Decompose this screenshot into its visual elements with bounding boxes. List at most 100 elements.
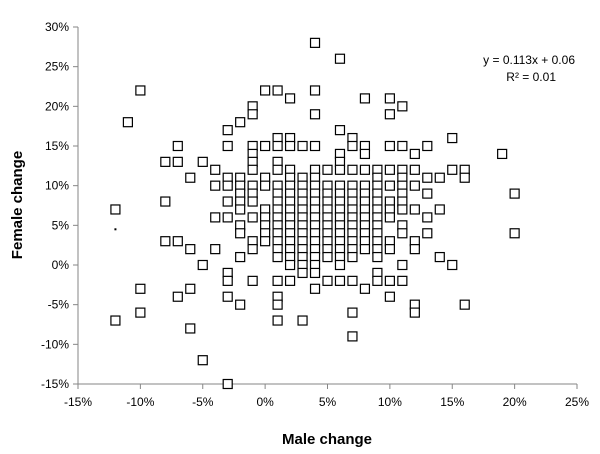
- data-point: [222, 212, 233, 223]
- data-point: [235, 204, 246, 215]
- data-point: [334, 164, 346, 175]
- data-point: [272, 164, 283, 175]
- data-point: [409, 164, 420, 175]
- data-point: [409, 244, 420, 255]
- y-tick-label: 25%: [45, 60, 69, 74]
- data-point: [447, 259, 458, 271]
- data-point: [309, 37, 321, 48]
- data-point: [409, 307, 420, 318]
- data-point: [247, 212, 258, 223]
- data-point: [384, 291, 395, 302]
- data-point: [434, 172, 445, 183]
- data-point: [384, 244, 395, 255]
- data-point: [334, 53, 346, 64]
- x-tick-label: -5%: [192, 395, 214, 409]
- x-tick-label: -15%: [64, 395, 92, 409]
- data-point: [334, 275, 346, 286]
- data-point: [172, 291, 183, 302]
- data-point: [397, 101, 408, 112]
- data-point: [509, 228, 520, 239]
- data-point: [185, 244, 196, 255]
- x-tick-label: 15%: [440, 395, 464, 409]
- y-tick-label: -10%: [41, 337, 69, 351]
- data-point: [409, 148, 420, 160]
- data-point: [185, 172, 196, 183]
- data-point: [222, 196, 233, 207]
- x-tick-label: -10%: [126, 395, 154, 409]
- data-point: [397, 140, 408, 152]
- data-point: [284, 259, 296, 271]
- data-point: [197, 259, 208, 271]
- data-point: [135, 307, 146, 318]
- x-tick-label: 10%: [378, 395, 402, 409]
- data-point: [272, 251, 283, 263]
- data-point: [110, 315, 121, 326]
- data-point: [434, 204, 445, 215]
- data-point: [422, 228, 433, 239]
- data-point: [160, 236, 171, 247]
- data-point: [222, 275, 233, 286]
- equation-label: y = 0.113x + 0.06: [483, 53, 575, 67]
- data-point: [160, 196, 171, 207]
- data-point: [222, 180, 233, 191]
- data-point: [297, 140, 308, 152]
- data-point: [359, 93, 371, 104]
- data-point: [210, 212, 221, 223]
- data-point: [260, 236, 271, 247]
- data-point: [247, 109, 258, 120]
- data-point: [122, 117, 134, 128]
- data-point: [297, 267, 308, 279]
- y-tick-label: 10%: [45, 179, 69, 193]
- data-point: [272, 275, 283, 286]
- data-point: [284, 275, 296, 286]
- y-tick-label: -5%: [48, 298, 70, 312]
- data-point: [372, 251, 383, 263]
- data-point: [397, 275, 408, 286]
- data-point: [197, 355, 208, 366]
- data-point: [197, 156, 208, 167]
- x-tick-label: 0%: [256, 395, 274, 409]
- data-point: [347, 275, 358, 286]
- y-tick-label: -15%: [41, 377, 69, 391]
- data-point: [185, 283, 196, 294]
- data-point: [235, 228, 246, 239]
- data-point: [359, 148, 371, 160]
- data-point: [135, 283, 146, 294]
- data-point: [322, 275, 333, 286]
- data-point: [222, 125, 233, 136]
- data-point: [459, 299, 470, 310]
- data-point: [384, 109, 395, 120]
- x-tick-label: 5%: [319, 395, 337, 409]
- data-point: [185, 323, 196, 334]
- data-point: [422, 140, 433, 152]
- data-point: [172, 236, 183, 247]
- data-point: [210, 180, 221, 191]
- data-point: [422, 212, 433, 223]
- data-point: [222, 291, 233, 302]
- data-point: [309, 283, 321, 294]
- y-tick-label: 15%: [45, 139, 69, 153]
- data-point: [347, 307, 358, 318]
- data-point: [497, 148, 508, 160]
- data-point: [409, 204, 420, 215]
- r-squared-label: R² = 0.01: [506, 70, 556, 84]
- data-point: [422, 172, 433, 183]
- data-point: [247, 196, 258, 207]
- data-point: [309, 85, 321, 96]
- data-point: [210, 164, 221, 175]
- data-point: [247, 244, 258, 255]
- data-point: [272, 140, 283, 152]
- data-point: [397, 228, 408, 239]
- data-point: [272, 315, 283, 326]
- data-point: [272, 299, 283, 310]
- y-tick-label: 20%: [45, 99, 69, 113]
- data-point: [235, 117, 246, 128]
- data-point: [309, 109, 321, 120]
- data-point: [110, 204, 121, 215]
- data-point: [322, 251, 333, 263]
- data-point: [434, 251, 445, 263]
- data-point: [260, 180, 271, 191]
- data-point: [359, 244, 371, 255]
- data-point: [397, 204, 408, 215]
